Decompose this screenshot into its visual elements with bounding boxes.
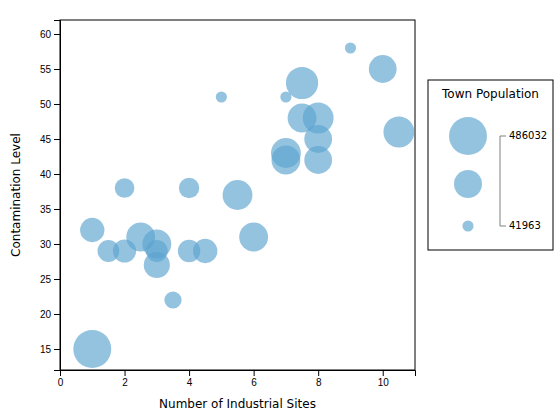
legend-bracket-tick — [500, 136, 506, 137]
bubble — [216, 91, 227, 102]
tick-mark — [54, 34, 60, 35]
tick-label: 55 — [40, 64, 52, 75]
bubble — [80, 218, 104, 242]
tick-mark — [54, 69, 60, 70]
tick: 6 — [251, 370, 257, 388]
bubble — [303, 103, 334, 134]
bubble — [304, 146, 332, 174]
legend-bracket — [500, 136, 501, 226]
bubble — [345, 42, 356, 53]
tick-mark — [54, 209, 60, 210]
legend-bracket-tick — [500, 226, 506, 227]
axis-line — [54, 21, 61, 371]
legend-bubble — [449, 117, 487, 155]
tick-label: 4 — [187, 377, 193, 388]
tick-label: 2 — [122, 377, 128, 388]
tick: 0 — [58, 370, 64, 388]
bubble — [73, 330, 111, 368]
y-axis: 15 20 25 30 35 40 45 50 55 60 — [40, 21, 61, 371]
bubble — [369, 55, 397, 83]
x-axis: 0 2 4 6 8 10 — [58, 370, 416, 388]
legend-bubble — [454, 170, 482, 198]
tick-label: 50 — [40, 99, 52, 110]
tick-label: 6 — [251, 377, 257, 388]
tick: 15 — [40, 344, 60, 355]
tick: 50 — [40, 99, 60, 110]
tick-label: 8 — [316, 377, 322, 388]
tick: 8 — [316, 370, 322, 388]
legend-label: 486032 — [509, 130, 547, 141]
tick: 60 — [40, 29, 60, 40]
bubble — [223, 180, 253, 210]
tick: 55 — [40, 64, 60, 75]
tick-label: 60 — [40, 29, 52, 40]
tick-label: 45 — [40, 134, 52, 145]
tick-label: 10 — [378, 377, 390, 388]
y-axis-title: Contamination Level — [9, 133, 23, 257]
tick: 35 — [40, 204, 60, 215]
tick-mark — [254, 370, 255, 376]
tick: 20 — [40, 309, 60, 320]
bubble — [164, 291, 181, 308]
bubble — [146, 240, 168, 262]
tick: 25 — [40, 274, 60, 285]
plot-frame — [60, 20, 415, 370]
tick-mark — [54, 244, 60, 245]
bubble — [193, 239, 217, 263]
tick-mark — [54, 104, 60, 105]
bubble — [179, 178, 199, 198]
tick-mark — [318, 370, 319, 376]
tick-mark — [54, 174, 60, 175]
bubble — [239, 223, 268, 252]
legend-title: Town Population — [441, 87, 539, 101]
bubble — [115, 178, 135, 198]
plot: 0 2 4 6 8 10 15 20 25 30 35 40 45 50 55 60 Number of Ind… — [9, 20, 416, 411]
tick-mark — [125, 370, 126, 376]
bubble — [271, 146, 300, 175]
bubble — [383, 117, 414, 148]
tick-mark — [383, 370, 384, 376]
tick-label: 30 — [40, 239, 52, 250]
tick: 40 — [40, 169, 60, 180]
legend: Town Population 486032 41963 — [428, 80, 553, 250]
tick-mark — [189, 370, 190, 376]
tick: 4 — [187, 370, 193, 388]
tick-label: 20 — [40, 309, 52, 320]
legend-box — [428, 80, 553, 250]
legend-bubble — [462, 220, 473, 231]
tick: 10 — [378, 370, 390, 388]
tick: 30 — [40, 239, 60, 250]
tick-label: 0 — [58, 377, 64, 388]
bubbles — [73, 42, 414, 368]
tick-mark — [54, 349, 60, 350]
tick: 2 — [122, 370, 128, 388]
tick-mark — [54, 314, 60, 315]
tick: 45 — [40, 134, 60, 145]
legend-label: 41963 — [509, 220, 541, 231]
tick-label: 15 — [40, 344, 52, 355]
chart: 0 2 4 6 8 10 15 20 25 30 35 40 45 50 55 60 Number of Ind… — [0, 0, 560, 420]
tick-label: 25 — [40, 274, 52, 285]
bubble — [286, 67, 318, 99]
tick-mark — [54, 279, 60, 280]
tick-mark — [54, 139, 60, 140]
x-axis-title: Number of Industrial Sites — [159, 397, 316, 411]
axis-line — [61, 371, 416, 377]
tick-label: 40 — [40, 169, 52, 180]
tick-label: 35 — [40, 204, 52, 215]
